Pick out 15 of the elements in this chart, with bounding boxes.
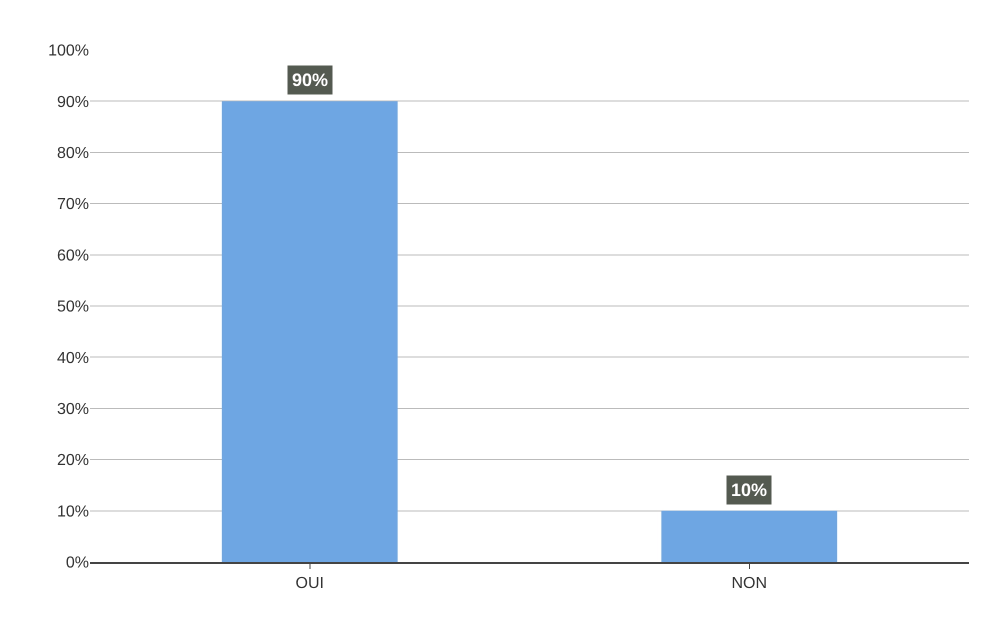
y-tick-label: 100% <box>48 42 89 60</box>
y-tick-label: 80% <box>56 145 89 162</box>
data-label: 10% <box>731 480 768 500</box>
y-tick-label: 30% <box>56 401 89 418</box>
y-tick-label: 10% <box>56 503 89 520</box>
y-tick-label: 40% <box>56 350 89 367</box>
y-tick-label: 90% <box>56 94 89 111</box>
data-label: 90% <box>292 70 328 90</box>
y-tick-label: 60% <box>56 247 89 264</box>
y-tick-label: 50% <box>56 298 89 316</box>
y-tick-label: 70% <box>56 196 89 214</box>
x-tick-label: OUI <box>296 575 324 592</box>
y-tick-label: 20% <box>56 452 89 470</box>
y-tick-label: 0% <box>66 554 89 572</box>
x-tick-label: NON <box>731 575 768 592</box>
